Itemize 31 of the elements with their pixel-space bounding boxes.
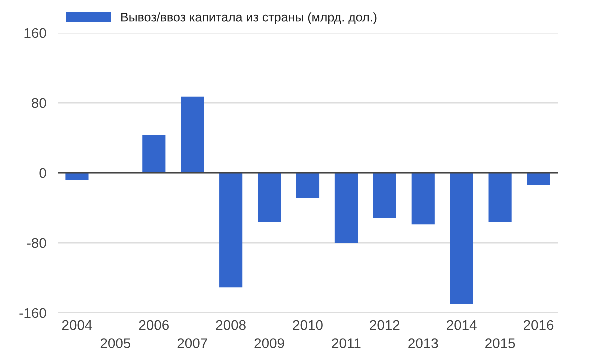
- y-tick-label: -80: [27, 238, 46, 248]
- bar: [181, 96, 204, 173]
- x-tick-label: 2009: [254, 338, 284, 348]
- x-tick-label: 2008: [216, 320, 246, 330]
- x-tick-label: 2006: [139, 320, 169, 330]
- x-tick-label: 2016: [524, 320, 554, 330]
- bar: [296, 173, 320, 198]
- x-tick-label: 2011: [332, 338, 361, 348]
- y-tick-label: 80: [32, 98, 46, 108]
- bar: [66, 173, 89, 180]
- x-tick-label: 2012: [370, 320, 400, 330]
- bar: [450, 173, 474, 304]
- x-tick-label: 2005: [100, 338, 131, 348]
- legend-label: Вывоз/ввоз капитала из страны (млрд. дол.): [122, 12, 377, 24]
- bar: [527, 173, 550, 186]
- y-tick-label: 0: [40, 168, 46, 178]
- x-tick-label: 2007: [178, 338, 208, 348]
- bar: [373, 173, 396, 218]
- x-tick-label: 2013: [408, 338, 438, 348]
- x-tick-label: 2014: [447, 320, 477, 330]
- x-tick-label: 2010: [293, 320, 323, 330]
- x-tick-label: 2004: [62, 320, 92, 330]
- bar: [412, 173, 435, 225]
- bar: [258, 173, 282, 222]
- x-tick-label: 2015: [486, 338, 516, 348]
- bar: [220, 173, 243, 288]
- y-tick-label: -160: [20, 308, 46, 318]
- y-tick-label: 160: [24, 28, 46, 38]
- bar: [142, 135, 166, 173]
- bar: [334, 173, 358, 243]
- bar: [488, 173, 512, 222]
